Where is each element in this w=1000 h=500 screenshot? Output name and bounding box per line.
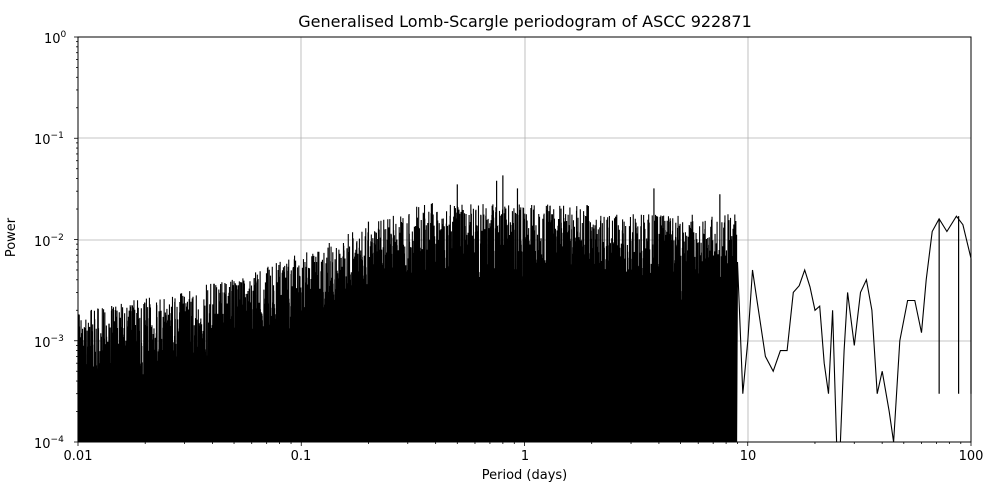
x-tick-label: 0.1 [291, 449, 312, 464]
x-tick-label: 1 [521, 449, 529, 464]
x-tick-label: 10 [740, 449, 757, 464]
y-tick-label: 10−2 [34, 233, 64, 250]
y-tick-label: 10−3 [34, 334, 64, 351]
x-tick-labels: 0.01 0.1 1 10 100 [64, 449, 984, 464]
x-axis-label: Period (days) [481, 468, 568, 483]
periodogram-path [77, 203, 972, 443]
x-tick-label: 0.01 [64, 449, 93, 464]
y-tick-labels: 100 10−1 10−2 10−3 10−4 [34, 30, 67, 452]
periodogram-line [77, 175, 972, 443]
axis-ticks [74, 36, 972, 446]
x-tick-label: 100 [959, 449, 984, 464]
y-tick-label: 10−4 [34, 435, 64, 452]
y-tick-label: 100 [44, 30, 67, 47]
y-tick-label: 10−1 [34, 131, 64, 148]
chart-title: Generalised Lomb-Scargle periodogram of … [298, 12, 752, 31]
